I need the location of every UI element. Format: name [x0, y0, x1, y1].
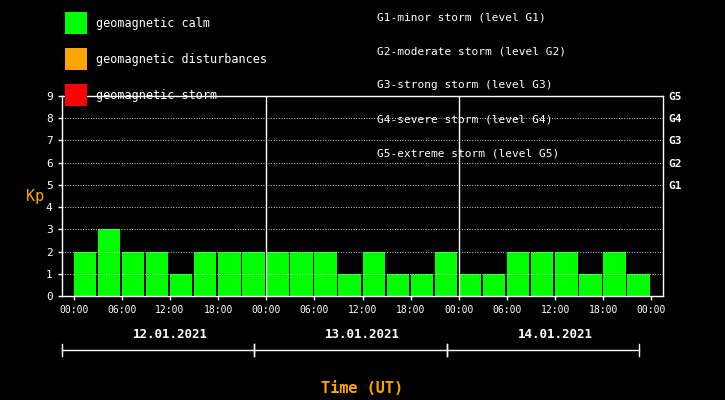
Bar [435, 252, 457, 296]
Bar [74, 252, 96, 296]
Bar [339, 274, 361, 296]
Bar [507, 252, 529, 296]
Bar [603, 252, 626, 296]
Bar [98, 229, 120, 296]
Bar [531, 252, 553, 296]
Text: geomagnetic storm: geomagnetic storm [96, 88, 217, 102]
Bar [242, 252, 265, 296]
Text: 14.01.2021: 14.01.2021 [518, 328, 592, 341]
Bar [386, 274, 409, 296]
Text: geomagnetic calm: geomagnetic calm [96, 16, 210, 30]
Bar [194, 252, 217, 296]
Text: G3-strong storm (level G3): G3-strong storm (level G3) [377, 80, 552, 90]
Bar [290, 252, 312, 296]
Text: 13.01.2021: 13.01.2021 [325, 328, 400, 341]
Bar [170, 274, 192, 296]
Text: G1-minor storm (level G1): G1-minor storm (level G1) [377, 12, 546, 22]
Bar [146, 252, 168, 296]
Bar [410, 274, 433, 296]
Bar [218, 252, 241, 296]
Bar [579, 274, 602, 296]
Bar [555, 252, 578, 296]
Text: Time (UT): Time (UT) [321, 381, 404, 396]
Text: geomagnetic disturbances: geomagnetic disturbances [96, 52, 267, 66]
Bar [362, 252, 385, 296]
Bar [122, 252, 144, 296]
Y-axis label: Kp: Kp [25, 188, 44, 204]
Bar [483, 274, 505, 296]
Bar [627, 274, 650, 296]
Text: G4-severe storm (level G4): G4-severe storm (level G4) [377, 114, 552, 124]
Text: G2-moderate storm (level G2): G2-moderate storm (level G2) [377, 46, 566, 56]
Bar [266, 252, 289, 296]
Text: 12.01.2021: 12.01.2021 [133, 328, 207, 341]
Text: G5-extreme storm (level G5): G5-extreme storm (level G5) [377, 148, 559, 158]
Bar [315, 252, 337, 296]
Bar [459, 274, 481, 296]
